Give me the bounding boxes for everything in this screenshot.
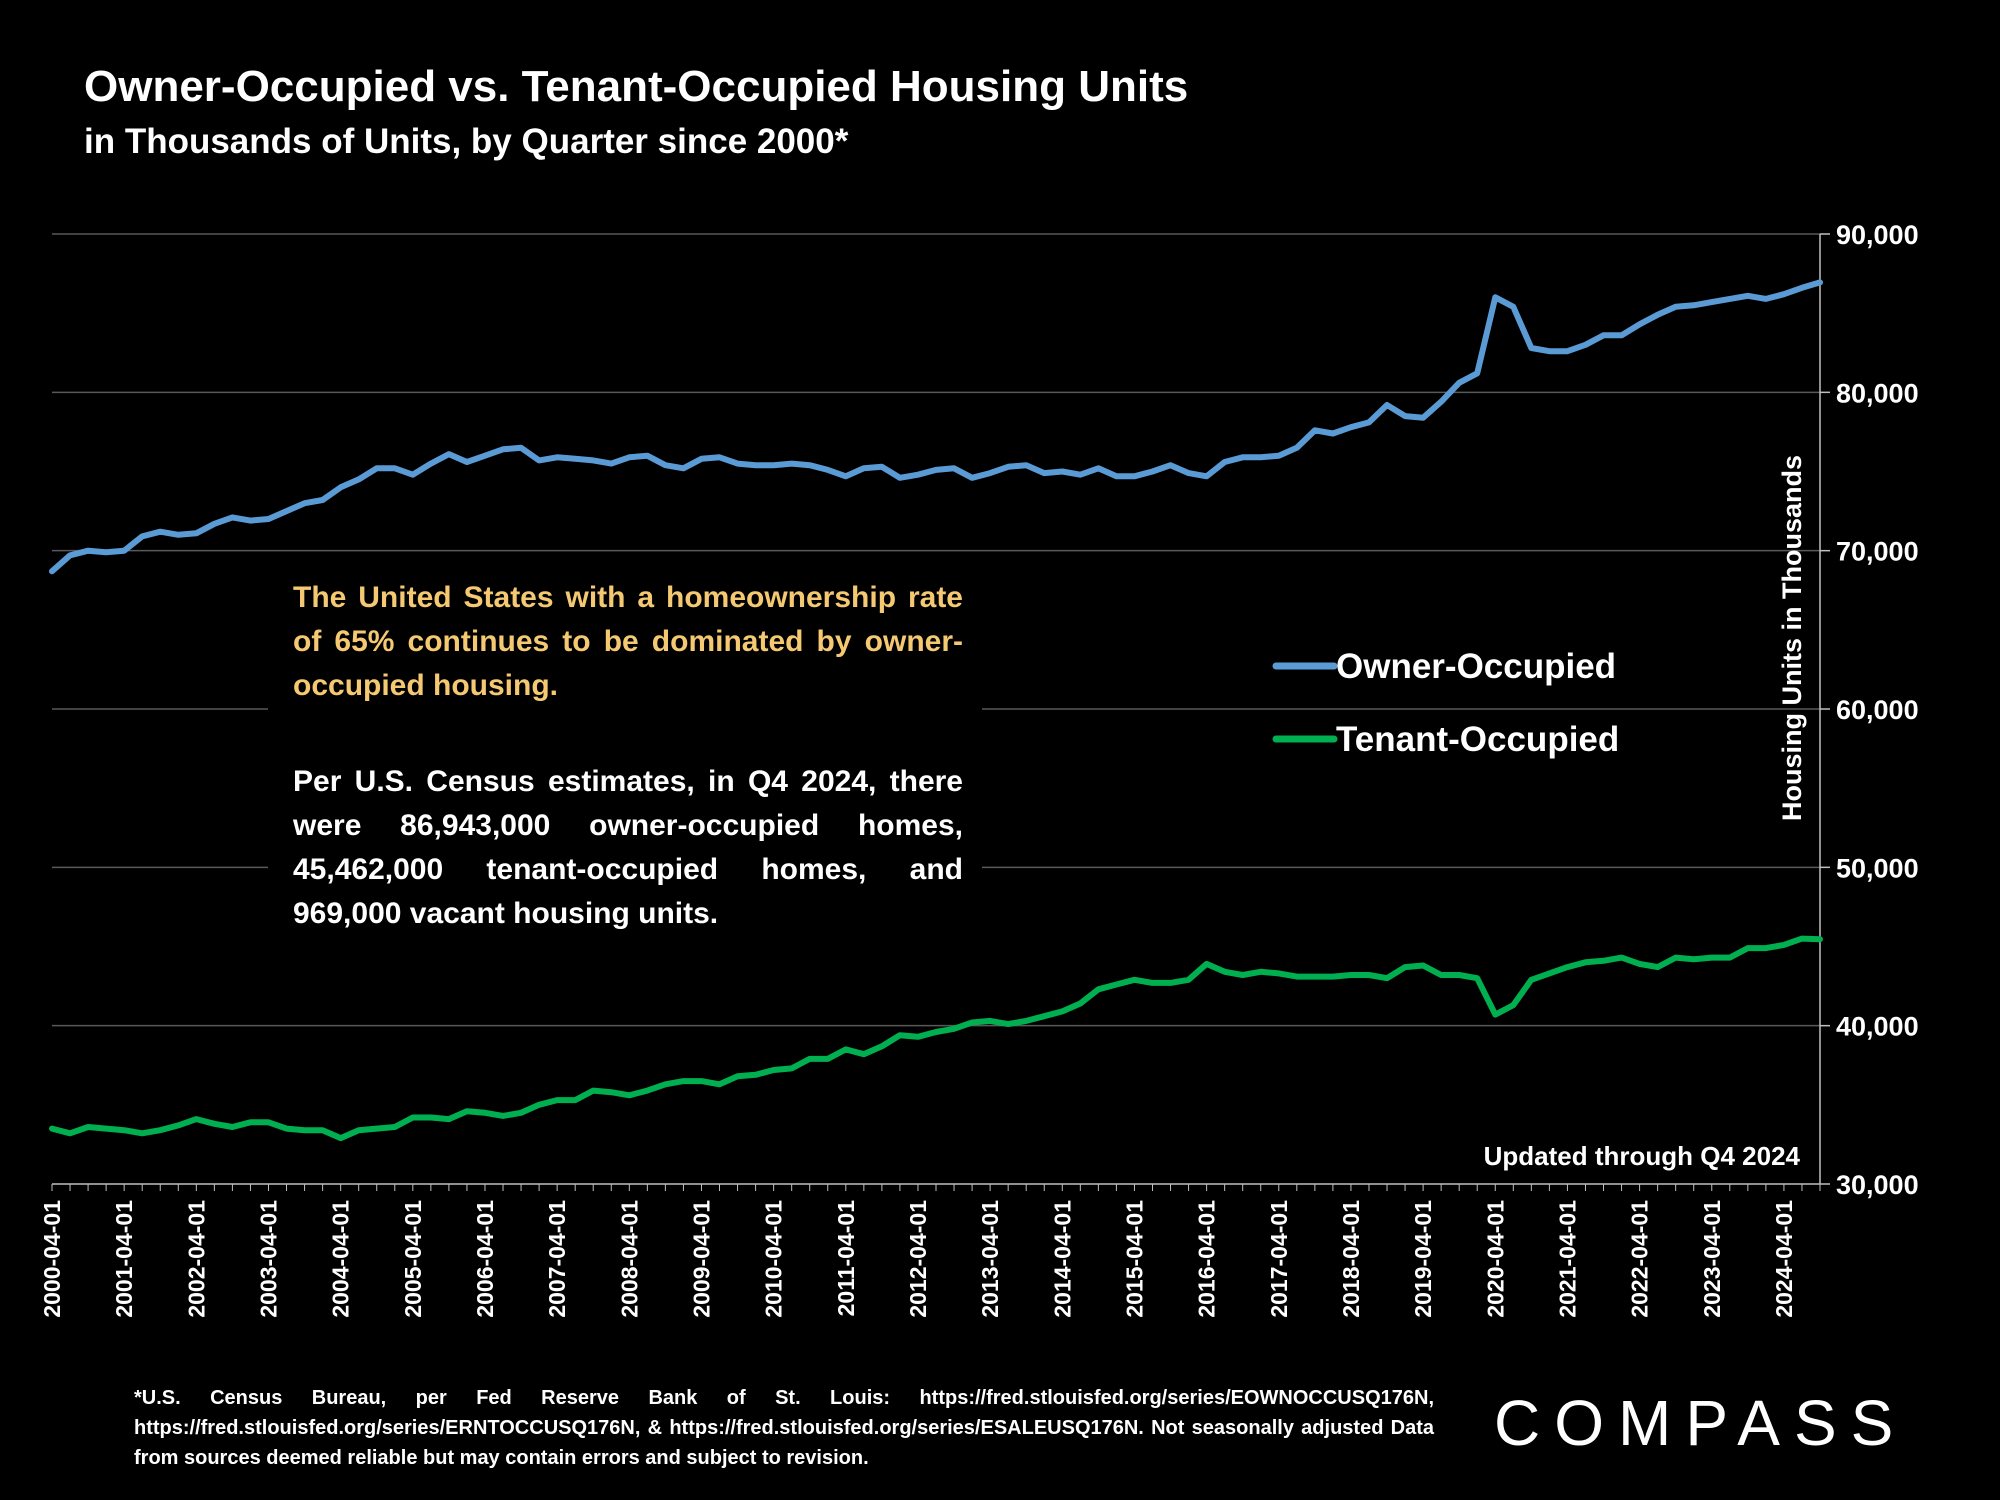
x-tick-label: 2001-04-01: [111, 1200, 137, 1318]
x-tick-label: 2012-04-01: [905, 1200, 931, 1318]
x-tick-label: 2006-04-01: [472, 1200, 498, 1318]
x-tick-label: 2014-04-01: [1049, 1200, 1075, 1318]
compass-logo: COMPASS: [1494, 1387, 1908, 1459]
y-axis-label: Housing Units in Thousands: [1777, 455, 1807, 821]
x-tick-label: 2007-04-01: [544, 1200, 570, 1318]
x-tick-label: 2021-04-01: [1554, 1200, 1580, 1318]
y-tick-label: 70,000: [1836, 537, 1919, 567]
y-tick-label: 90,000: [1836, 220, 1919, 250]
x-tick-label: 2022-04-01: [1627, 1200, 1653, 1318]
legend-label-owner: Owner-Occupied: [1336, 647, 1616, 686]
y-tick-label: 80,000: [1836, 378, 1919, 408]
x-tick-label: 2008-04-01: [616, 1200, 642, 1318]
x-tick-label: 2023-04-01: [1699, 1200, 1725, 1318]
x-axis-ticks: 2000-04-01 2001-04-01 2002-04-01 2003-04-01…: [39, 1183, 1821, 1318]
legend-label-tenant: Tenant-Occupied: [1336, 720, 1619, 759]
x-tick-label: 2002-04-01: [183, 1200, 209, 1318]
tenant-occupied-line: [49, 935, 1823, 1142]
y-tick-label: 40,000: [1836, 1012, 1919, 1042]
source-footnote: *U.S. Census Bureau, per Fed Reserve Ban…: [134, 1387, 1434, 1469]
x-tick-label: 2017-04-01: [1266, 1200, 1292, 1318]
x-tick-label: 2020-04-01: [1482, 1200, 1508, 1318]
callout-headline: The United States with a homeownership r…: [293, 581, 963, 702]
x-tick-label: 2011-04-01: [833, 1200, 859, 1317]
y-tick-label: 60,000: [1836, 695, 1919, 725]
x-tick-label: 2004-04-01: [328, 1200, 354, 1318]
owner-occupied-line: [49, 279, 1823, 575]
x-tick-label: 2009-04-01: [688, 1200, 714, 1318]
updated-note: Updated through Q4 2024: [1484, 1141, 1801, 1171]
legend: Owner-Occupied Tenant-Occupied: [1272, 647, 1619, 759]
callout-body: Per U.S. Census estimates, in Q4 2024, t…: [293, 765, 963, 930]
y-tick-label: 50,000: [1836, 853, 1919, 883]
y-axis-ticks: 30,000 40,000 50,000 60,000 70,000 80,000 90,0…: [1819, 220, 1919, 1200]
chart-subtitle: in Thousands of Units, by Quarter since …: [84, 122, 849, 161]
x-tick-label: 2019-04-01: [1410, 1200, 1436, 1318]
x-tick-label: 2010-04-01: [761, 1200, 787, 1318]
x-tick-label: 2016-04-01: [1194, 1200, 1220, 1318]
x-tick-label: 2013-04-01: [977, 1200, 1003, 1318]
x-tick-label: 2018-04-01: [1338, 1200, 1364, 1318]
x-tick-label: 2015-04-01: [1121, 1200, 1147, 1318]
chart-title: Owner-Occupied vs. Tenant-Occupied Housi…: [84, 62, 1189, 111]
series-lines: [49, 279, 1823, 1142]
callout-background: [268, 565, 982, 950]
x-tick-label: 2024-04-01: [1771, 1200, 1797, 1318]
y-tick-label: 30,000: [1836, 1170, 1919, 1200]
x-tick-label: 2000-04-01: [39, 1200, 65, 1318]
x-tick-label: 2003-04-01: [255, 1200, 281, 1318]
x-tick-label: 2005-04-01: [400, 1200, 426, 1318]
